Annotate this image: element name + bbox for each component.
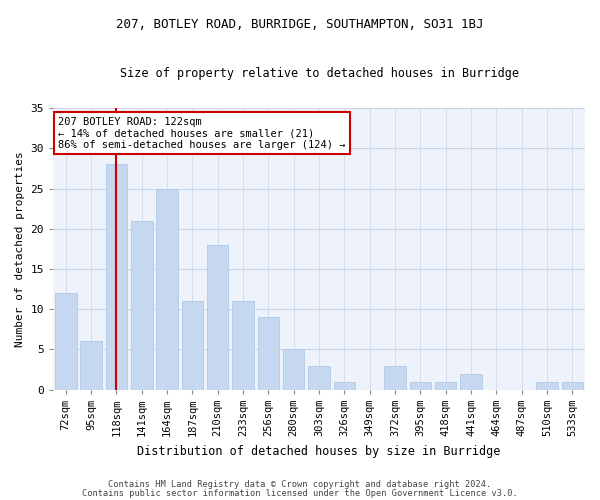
Text: Contains HM Land Registry data © Crown copyright and database right 2024.: Contains HM Land Registry data © Crown c… — [109, 480, 491, 489]
Bar — [536, 382, 558, 390]
Bar — [410, 382, 431, 390]
Bar — [460, 374, 482, 390]
Bar — [207, 245, 229, 390]
Title: Size of property relative to detached houses in Burridge: Size of property relative to detached ho… — [119, 68, 518, 80]
Bar — [80, 342, 102, 390]
Bar — [384, 366, 406, 390]
Bar — [435, 382, 457, 390]
Y-axis label: Number of detached properties: Number of detached properties — [15, 151, 25, 346]
Text: 207, BOTLEY ROAD, BURRIDGE, SOUTHAMPTON, SO31 1BJ: 207, BOTLEY ROAD, BURRIDGE, SOUTHAMPTON,… — [116, 18, 484, 30]
Bar — [257, 317, 279, 390]
Text: Contains public sector information licensed under the Open Government Licence v3: Contains public sector information licen… — [82, 489, 518, 498]
Bar — [562, 382, 583, 390]
Bar — [308, 366, 330, 390]
Bar — [55, 293, 77, 390]
X-axis label: Distribution of detached houses by size in Burridge: Distribution of detached houses by size … — [137, 444, 501, 458]
Bar — [131, 220, 152, 390]
Bar — [283, 350, 304, 390]
Bar — [182, 301, 203, 390]
Bar — [232, 301, 254, 390]
Text: 207 BOTLEY ROAD: 122sqm
← 14% of detached houses are smaller (21)
86% of semi-de: 207 BOTLEY ROAD: 122sqm ← 14% of detache… — [58, 116, 346, 150]
Bar — [106, 164, 127, 390]
Bar — [157, 188, 178, 390]
Bar — [334, 382, 355, 390]
